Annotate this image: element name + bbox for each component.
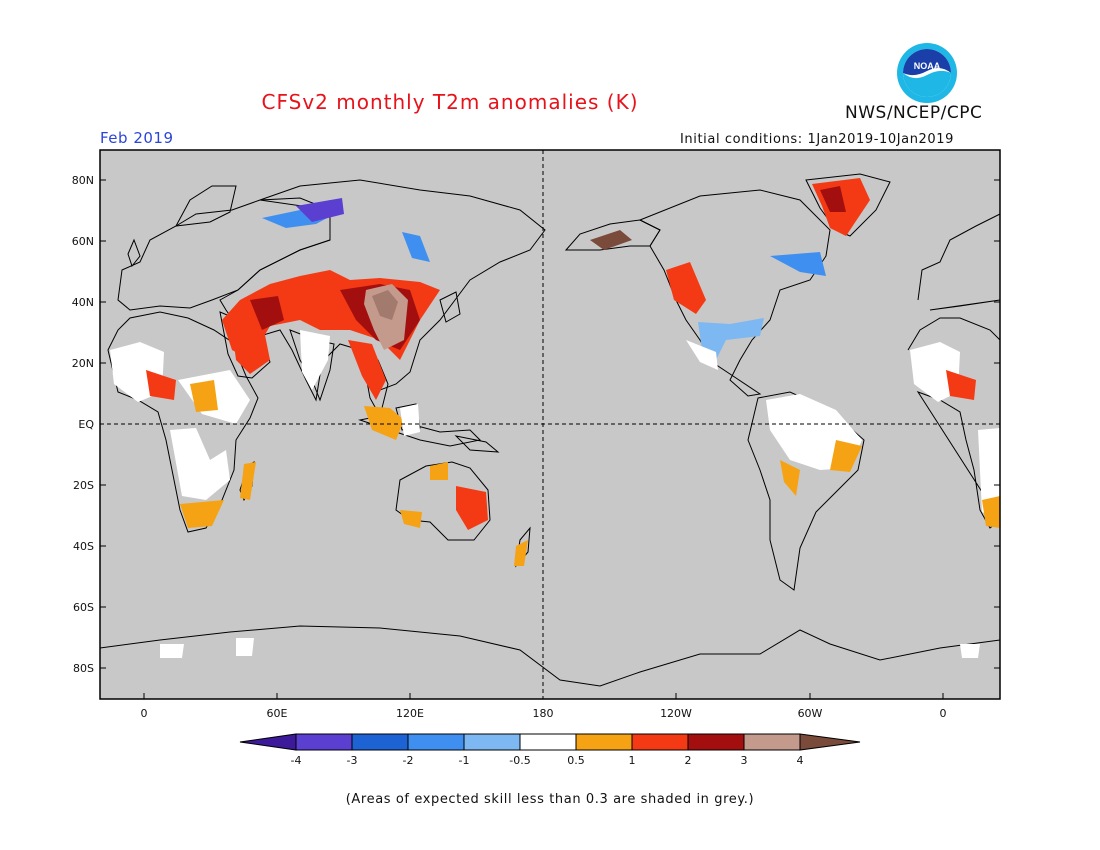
colorbar [239, 733, 861, 751]
lat-label: 80S [73, 662, 94, 675]
colorbar-tick: -1 [459, 754, 470, 767]
lat-label: 40S [73, 540, 94, 553]
lat-label: 60N [72, 235, 94, 248]
colorbar-tick: -2 [403, 754, 414, 767]
colorbar-tick: 1 [629, 754, 636, 767]
colorbar-segment [575, 733, 633, 751]
colorbar-segment [519, 733, 577, 751]
colorbar-tick: -0.5 [509, 754, 530, 767]
colorbar-segment [463, 733, 521, 751]
lon-label: 60W [798, 707, 823, 720]
lon-label: 0 [940, 707, 947, 720]
lon-label: 120W [660, 707, 692, 720]
lon-label: 120E [396, 707, 424, 720]
colorbar-segment [799, 733, 861, 751]
lat-label: 40N [72, 296, 94, 309]
lon-label: 180 [533, 707, 554, 720]
colorbar-segment [631, 733, 689, 751]
lon-label: 60E [267, 707, 288, 720]
colorbar-segment [239, 733, 297, 751]
colorbar-tick: 3 [741, 754, 748, 767]
colorbar-segment [687, 733, 745, 751]
colorbar-segment [295, 733, 353, 751]
map-frame [99, 149, 1001, 700]
initial-conditions: Initial conditions: 1Jan2019-10Jan2019 [680, 132, 955, 147]
colorbar-segment [407, 733, 465, 751]
footnote: (Areas of expected skill less than 0.3 a… [345, 792, 755, 807]
colorbar-segment [351, 733, 409, 751]
colorbar-tick: -3 [347, 754, 358, 767]
lat-label: 20S [73, 479, 94, 492]
forecast-month: Feb 2019 [100, 129, 174, 147]
colorbar-tick: 0.5 [567, 754, 585, 767]
lat-label: 60S [73, 601, 94, 614]
svg-text:NOAA: NOAA [914, 61, 941, 71]
lat-label: 80N [72, 174, 94, 187]
colorbar-segment [743, 733, 801, 751]
anomaly-patches [110, 178, 1000, 658]
noaa-logo: NOAA [896, 42, 958, 104]
agency-label: NWS/NCEP/CPC [845, 103, 983, 123]
lat-label: EQ [78, 418, 94, 431]
map-title: CFSv2 monthly T2m anomalies (K) [261, 90, 639, 114]
lon-label: 0 [141, 707, 148, 720]
lat-label: 20N [72, 357, 94, 370]
colorbar-tick: 2 [685, 754, 692, 767]
colorbar-tick: -4 [291, 754, 302, 767]
colorbar-tick: 4 [797, 754, 804, 767]
